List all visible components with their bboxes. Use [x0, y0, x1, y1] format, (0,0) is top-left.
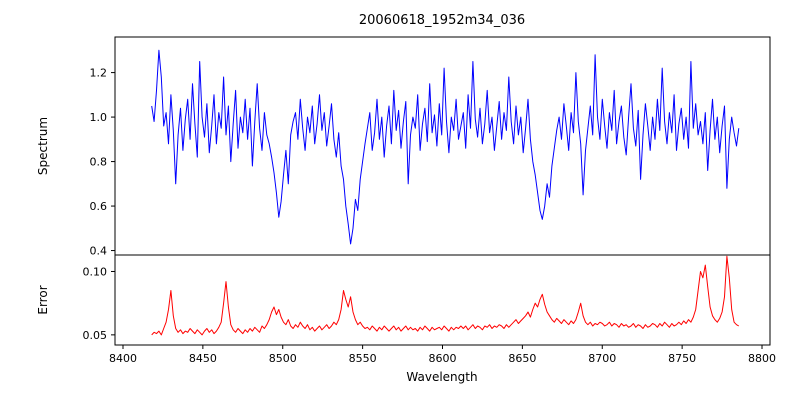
spectrum-panel: 0.4 0.6 0.8 1.0 1.2 Spectrum [36, 36, 771, 258]
y-tick-label: 0.05 [83, 329, 108, 342]
x-tick-label: 8750 [668, 352, 696, 365]
y-tick-label: 1.0 [90, 111, 108, 124]
y-tick-label: 0.4 [90, 245, 108, 258]
spectrum-line [151, 49, 740, 245]
y-tick-label: 0.10 [83, 265, 108, 278]
x-tick-label: 8500 [269, 352, 297, 365]
x-tick-label: 8450 [189, 352, 217, 365]
x-tick-label: 8800 [748, 352, 776, 365]
error-axis-ticks: 0.05 0.10 8400 8450 8500 8550 8600 8650 8700 8750… [83, 265, 777, 365]
y-tick-label: 0.6 [90, 200, 108, 213]
chart-title: 20060618_1952m34_036 [359, 13, 525, 28]
spectrum-panel-frame [114, 36, 771, 256]
x-axis-label: Wavelength [406, 370, 477, 384]
x-tick-label: 8600 [429, 352, 457, 365]
error-line [151, 255, 740, 336]
x-tick-label: 8400 [109, 352, 137, 365]
x-tick-label: 8650 [508, 352, 536, 365]
x-tick-label: 8700 [588, 352, 616, 365]
x-tick-label: 8550 [349, 352, 377, 365]
error-ylabel: Error [36, 285, 50, 314]
y-tick-label: 0.8 [90, 156, 108, 169]
spectrum-ylabel: Spectrum [36, 117, 50, 175]
spectrum-axis-ticks: 0.4 0.6 0.8 1.0 1.2 [90, 67, 115, 258]
error-panel: 0.05 0.10 8400 8450 8500 8550 8600 8650 8700 8750… [36, 254, 777, 384]
y-tick-label: 1.2 [90, 67, 108, 80]
